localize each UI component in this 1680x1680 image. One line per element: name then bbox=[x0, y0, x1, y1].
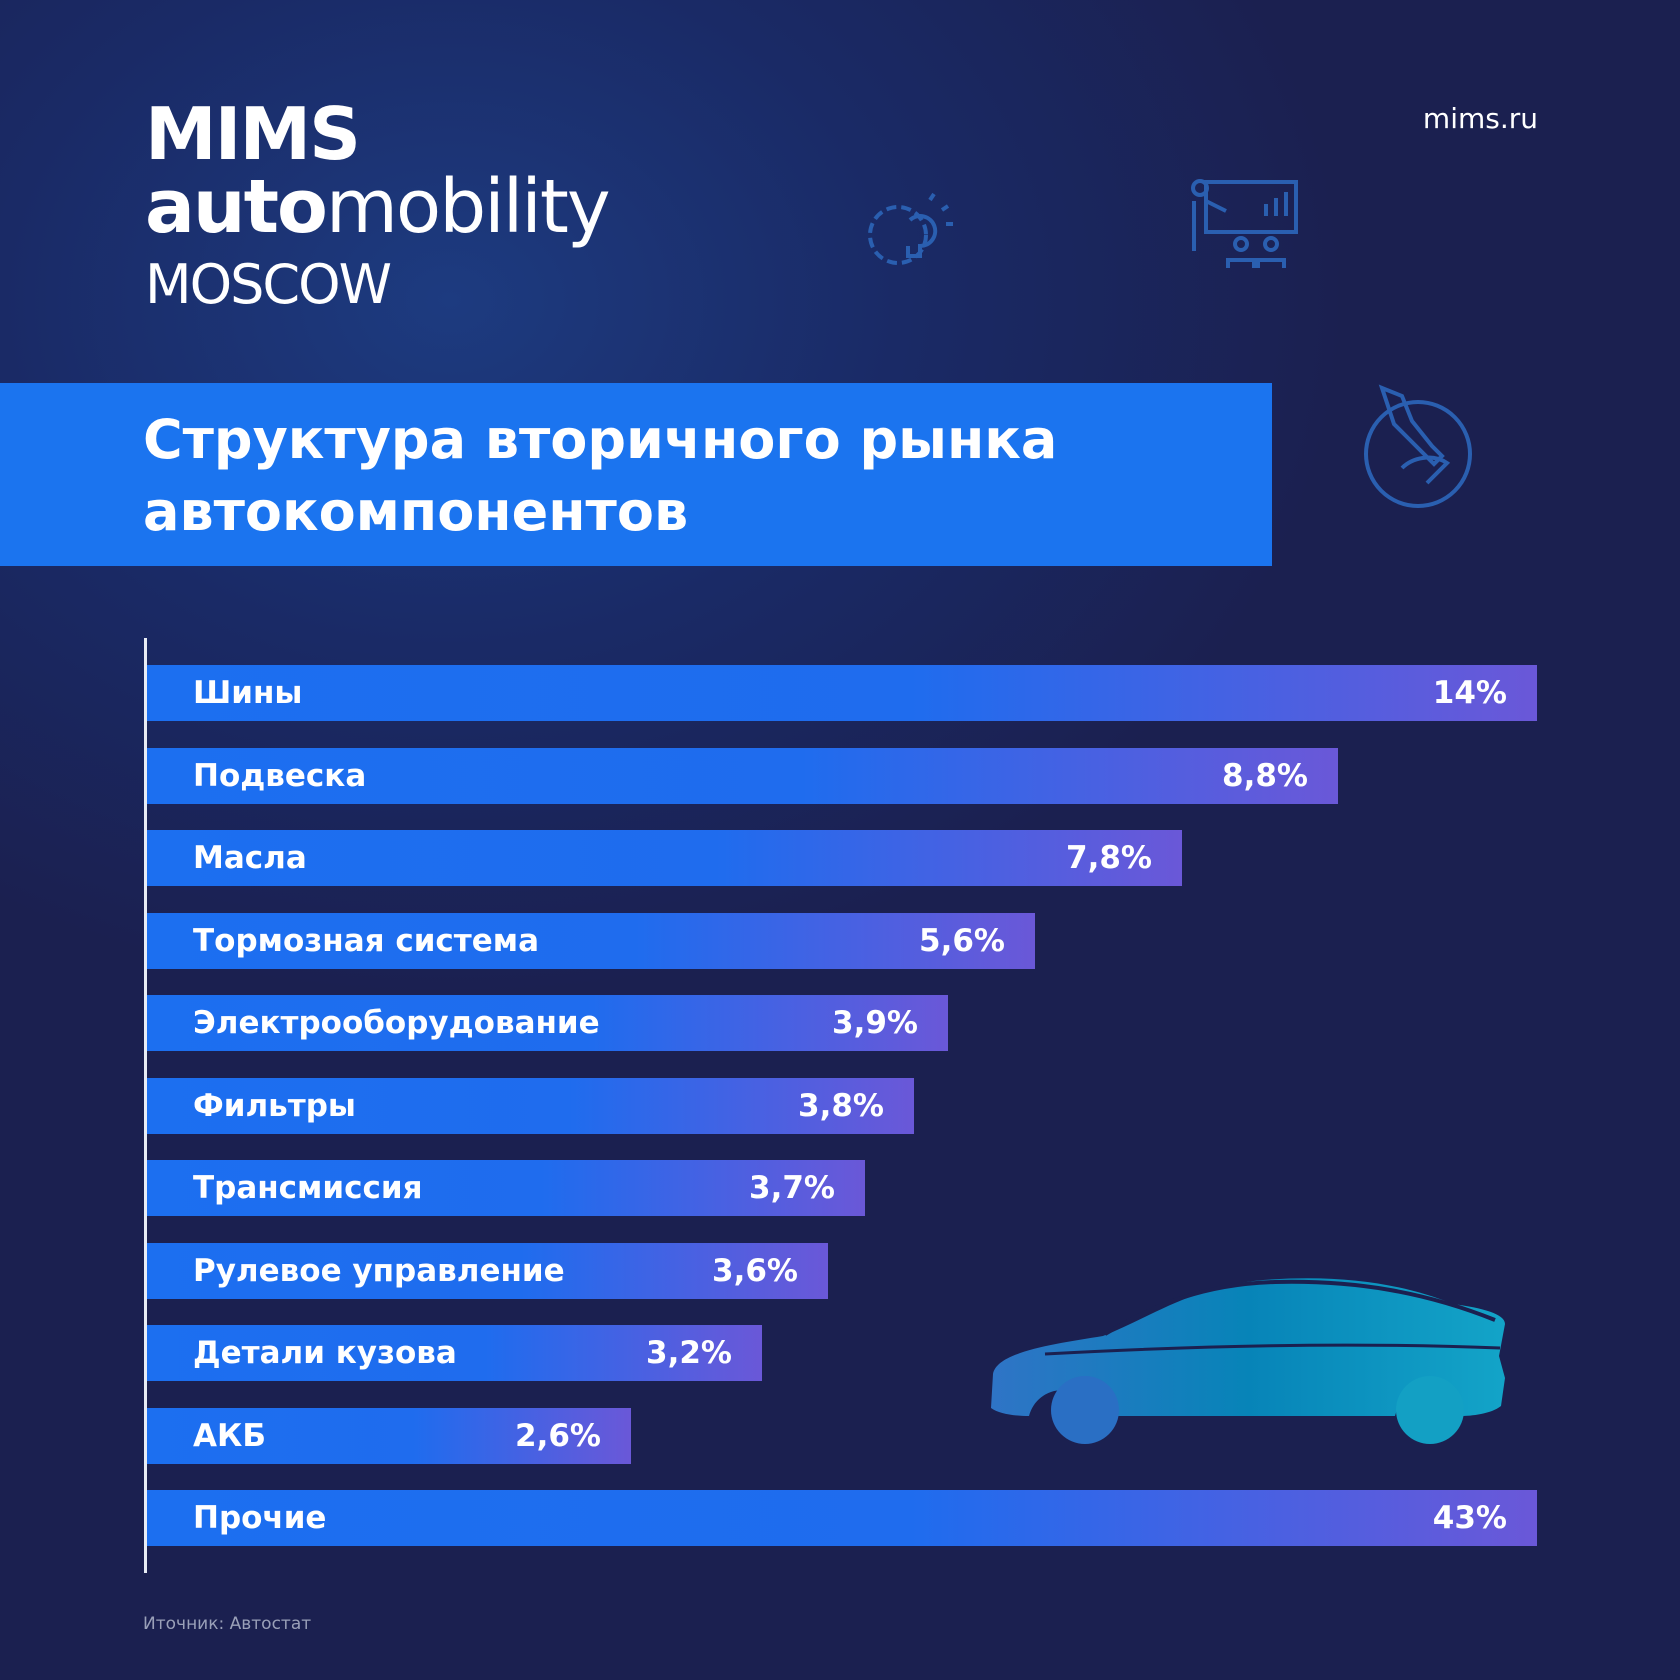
wrench-hand-icon bbox=[1364, 384, 1472, 508]
bar-label: Подвеска bbox=[193, 757, 367, 794]
bar-value: 3,9% bbox=[832, 1005, 918, 1041]
bar-value: 8,8% bbox=[1222, 757, 1308, 794]
presentation-icon bbox=[1191, 179, 1298, 268]
bar-9: АКБ 2,6% bbox=[147, 1407, 631, 1464]
bar-value: 3,6% bbox=[712, 1252, 798, 1289]
bar-value: 7,8% bbox=[1066, 840, 1152, 876]
source-note: Иточник: Автостат bbox=[143, 1614, 312, 1634]
bar-4: Электрооборудование 3,9% bbox=[147, 995, 948, 1051]
bar-value: 3,8% bbox=[798, 1087, 884, 1124]
bar-label: Трансмиссия bbox=[193, 1170, 423, 1206]
bar-label: Шины bbox=[193, 675, 303, 711]
bar-2: Масла 7,8% bbox=[147, 830, 1182, 886]
bar-value: 3,7% bbox=[749, 1170, 835, 1206]
title-line-2: автокомпонентов bbox=[143, 480, 689, 543]
bar-label: Масла bbox=[193, 840, 307, 876]
title-banner bbox=[0, 383, 1272, 566]
bar-10: Прочие 43% bbox=[147, 1490, 1537, 1546]
bar-label: Электрооборудование bbox=[193, 1005, 600, 1041]
logo-auto: auto bbox=[145, 164, 328, 250]
logo-mims: MIMS bbox=[145, 92, 361, 176]
chart-axis bbox=[144, 638, 147, 1573]
bar-value: 43% bbox=[1432, 1500, 1507, 1536]
site-link[interactable]: mims.ru bbox=[1422, 102, 1538, 135]
bar-1: Подвеска 8,8% bbox=[147, 747, 1338, 804]
bar-value: 2,6% bbox=[515, 1417, 601, 1454]
bar-8: Детали кузова 3,2% bbox=[147, 1325, 762, 1381]
bar-value: 3,2% bbox=[646, 1335, 732, 1371]
bar-7: Рулевое управление 3,6% bbox=[147, 1242, 828, 1299]
bar-label: АКБ bbox=[193, 1417, 266, 1454]
bar-label: Прочие bbox=[193, 1500, 327, 1536]
title-line-1: Структура вторичного рынка bbox=[143, 408, 1058, 471]
bar-5: Фильтры 3,8% bbox=[147, 1077, 914, 1134]
logo-mobility: mobility bbox=[325, 164, 611, 250]
bar-value: 14% bbox=[1432, 675, 1507, 711]
bar-label: Рулевое управление bbox=[193, 1252, 565, 1289]
bar-6: Трансмиссия 3,7% bbox=[147, 1160, 865, 1216]
bar-label: Фильтры bbox=[193, 1087, 356, 1124]
logo-moscow: MOSCOW bbox=[145, 253, 392, 316]
logo-automobility: automobility bbox=[145, 170, 611, 244]
page-title: Структура вторичного рынка автокомпонент… bbox=[143, 404, 1057, 548]
bar-value: 5,6% bbox=[919, 922, 1005, 959]
car-silhouette bbox=[991, 1278, 1505, 1444]
bar-0: Шины 14% bbox=[147, 665, 1537, 721]
bar-label: Детали кузова bbox=[193, 1335, 457, 1371]
gear-lightbulb-icon bbox=[868, 192, 953, 265]
bar-3: Тормозная система 5,6% bbox=[147, 912, 1035, 969]
bar-label: Тормозная система bbox=[193, 922, 540, 959]
